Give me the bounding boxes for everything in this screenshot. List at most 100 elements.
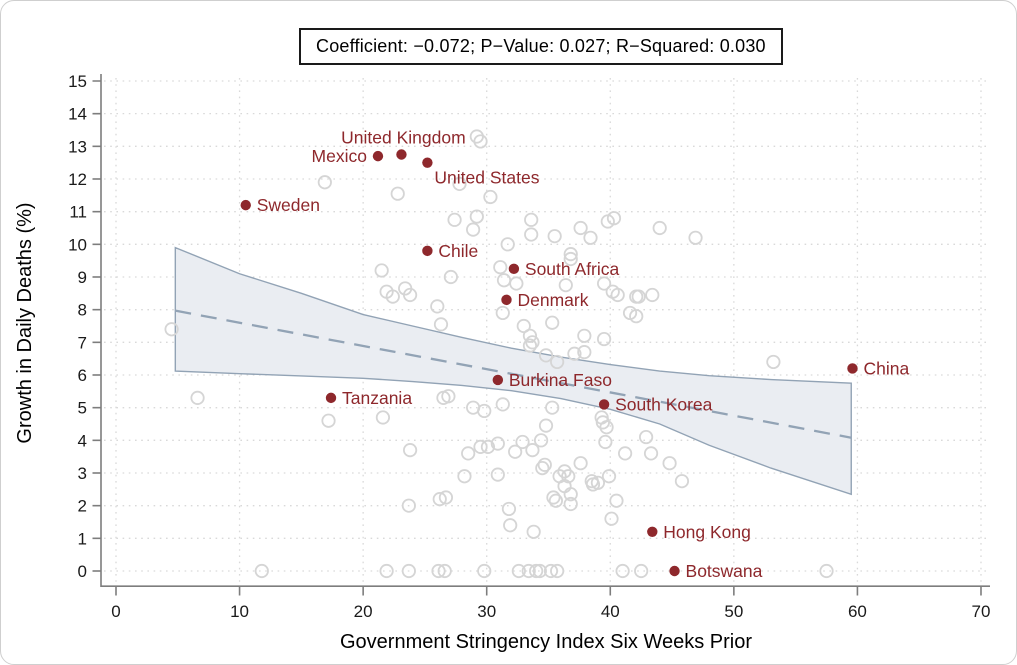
background-point <box>548 493 564 508</box>
background-point <box>473 439 488 454</box>
background-point <box>432 492 447 507</box>
background-point <box>615 563 630 579</box>
x-tick-label: 10 <box>230 602 249 621</box>
y-tick-label: 6 <box>78 366 87 385</box>
background-point <box>495 397 510 412</box>
background-point <box>374 263 389 278</box>
country-label: South Korea <box>615 394 713 414</box>
country-label: Tanzania <box>342 388 412 408</box>
background-point <box>495 305 510 321</box>
background-point <box>402 287 418 303</box>
y-tick-label: 2 <box>78 497 87 516</box>
background-point <box>577 328 592 343</box>
background-point <box>535 460 550 476</box>
background-point <box>496 273 512 288</box>
background-point <box>457 469 472 484</box>
x-tick-label: 50 <box>724 602 743 621</box>
background-point <box>321 413 336 428</box>
y-tick-label: 7 <box>78 333 87 352</box>
background-point <box>477 403 492 419</box>
background-point <box>525 443 540 458</box>
regression-stats-box: Coefficient: −0.072; P−Value: 0.027; R−S… <box>299 28 783 65</box>
confidence-band <box>174 246 852 496</box>
background-point <box>190 390 205 405</box>
background-point <box>490 436 505 451</box>
background-point <box>598 434 613 450</box>
y-tick-label: 4 <box>78 431 87 450</box>
background-point <box>524 227 539 242</box>
y-tick-label: 13 <box>68 137 87 156</box>
background-point <box>493 260 508 275</box>
background-point <box>583 230 598 245</box>
country-label: Burkina Faso <box>509 370 612 390</box>
background-point <box>254 563 269 579</box>
background-point <box>609 493 624 508</box>
background-point <box>401 563 416 579</box>
country-label: United Kingdom <box>341 127 466 147</box>
y-tick-label: 5 <box>78 399 87 418</box>
background-point <box>819 563 834 579</box>
background-point <box>550 563 565 579</box>
background-point <box>545 315 560 330</box>
background-point <box>561 469 576 484</box>
background-point <box>639 429 654 445</box>
x-axis-title: Government Stringency Index Six Weeks Pr… <box>340 631 752 653</box>
trend-line <box>175 309 852 439</box>
background-point <box>526 524 541 539</box>
y-tick-label: 0 <box>78 562 87 581</box>
background-point <box>443 269 458 285</box>
x-tick-label: 40 <box>601 602 620 621</box>
country-label: Sweden <box>257 195 320 215</box>
x-tick-label: 20 <box>354 602 373 621</box>
background-point <box>597 276 612 291</box>
country-label: Hong Kong <box>663 522 751 542</box>
background-point <box>317 175 332 190</box>
background-point <box>533 433 549 448</box>
background-point <box>473 134 488 149</box>
background-point <box>545 400 560 415</box>
background-point <box>563 247 578 262</box>
regression-line <box>175 309 852 439</box>
y-axis-title: Growth in Daily Deaths (%) <box>14 202 36 443</box>
background-point <box>375 410 391 425</box>
background-point <box>573 456 588 471</box>
background-point <box>573 220 588 236</box>
background-points <box>164 129 834 579</box>
country-point <box>492 374 504 386</box>
background-point <box>567 346 582 361</box>
background-point <box>522 338 538 353</box>
background-point <box>390 186 405 201</box>
country-point <box>422 157 433 168</box>
x-tick-label: 0 <box>111 602 120 621</box>
y-tick-label: 10 <box>68 235 87 254</box>
y-tick-label: 12 <box>68 170 87 189</box>
background-point <box>601 469 617 484</box>
background-point <box>546 490 561 505</box>
country-label: Mexico <box>312 146 367 166</box>
background-point <box>563 487 578 502</box>
background-point <box>688 230 703 245</box>
background-point <box>501 501 517 517</box>
background-point <box>480 439 496 454</box>
country-point <box>669 565 680 577</box>
country-point <box>847 363 858 374</box>
background-point <box>558 278 573 293</box>
background-point <box>547 229 562 244</box>
country-label: China <box>863 358 909 378</box>
background-point <box>461 446 476 461</box>
background-point <box>522 328 538 343</box>
country-point <box>325 392 337 404</box>
background-point <box>508 444 523 459</box>
background-point <box>401 498 416 513</box>
country-point <box>647 526 658 537</box>
country-point <box>508 263 520 275</box>
background-point <box>431 563 446 579</box>
background-point <box>525 335 540 350</box>
background-point <box>402 443 418 458</box>
background-point <box>466 222 481 237</box>
y-tick-label: 8 <box>78 301 87 320</box>
country-point <box>501 294 512 306</box>
country-point <box>396 149 407 160</box>
